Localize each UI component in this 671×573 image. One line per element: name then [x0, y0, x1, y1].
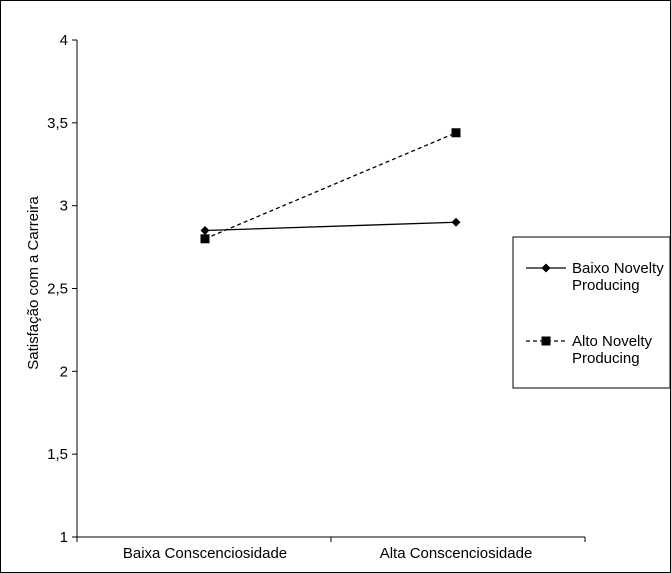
series-line [204, 132, 457, 240]
legend-box [512, 236, 671, 389]
legend-label: Alto Novelty [572, 333, 653, 350]
series-2 [200, 128, 461, 244]
legend-label: Producing [572, 350, 640, 367]
legend-label: Producing [572, 277, 640, 294]
y-tick-label: 2,5 [47, 281, 68, 298]
legend-label: Baixo Novelty [572, 260, 664, 277]
y-tick-label: 3 [60, 198, 68, 215]
series-line [204, 221, 457, 232]
x-tick-label: Alta Conscenciosidade [380, 545, 533, 562]
legend-marker [541, 263, 551, 273]
data-point [200, 226, 210, 236]
y-tick-label: 2 [60, 363, 68, 380]
y-tick-label: 1,5 [47, 446, 68, 463]
y-tick-label: 4 [60, 32, 68, 49]
x-axis-ticks: Baixa Conscenciosidade Alta Conscenciosid… [76, 537, 586, 562]
series-layer [200, 128, 461, 244]
y-tick-label: 1 [60, 529, 68, 546]
x-tick-label: Baixa Conscenciosidade [123, 545, 287, 562]
y-axis-ticks: 1 1,5 2 2,5 3 3,5 4 [47, 32, 77, 546]
y-tick-label: 3,5 [47, 115, 68, 132]
data-point [200, 234, 210, 244]
series-1 [200, 217, 461, 236]
legend-marker [541, 336, 551, 346]
data-point [451, 217, 461, 227]
data-point [451, 128, 461, 138]
y-axis-label: Satisfação com a Carreira [25, 196, 42, 370]
